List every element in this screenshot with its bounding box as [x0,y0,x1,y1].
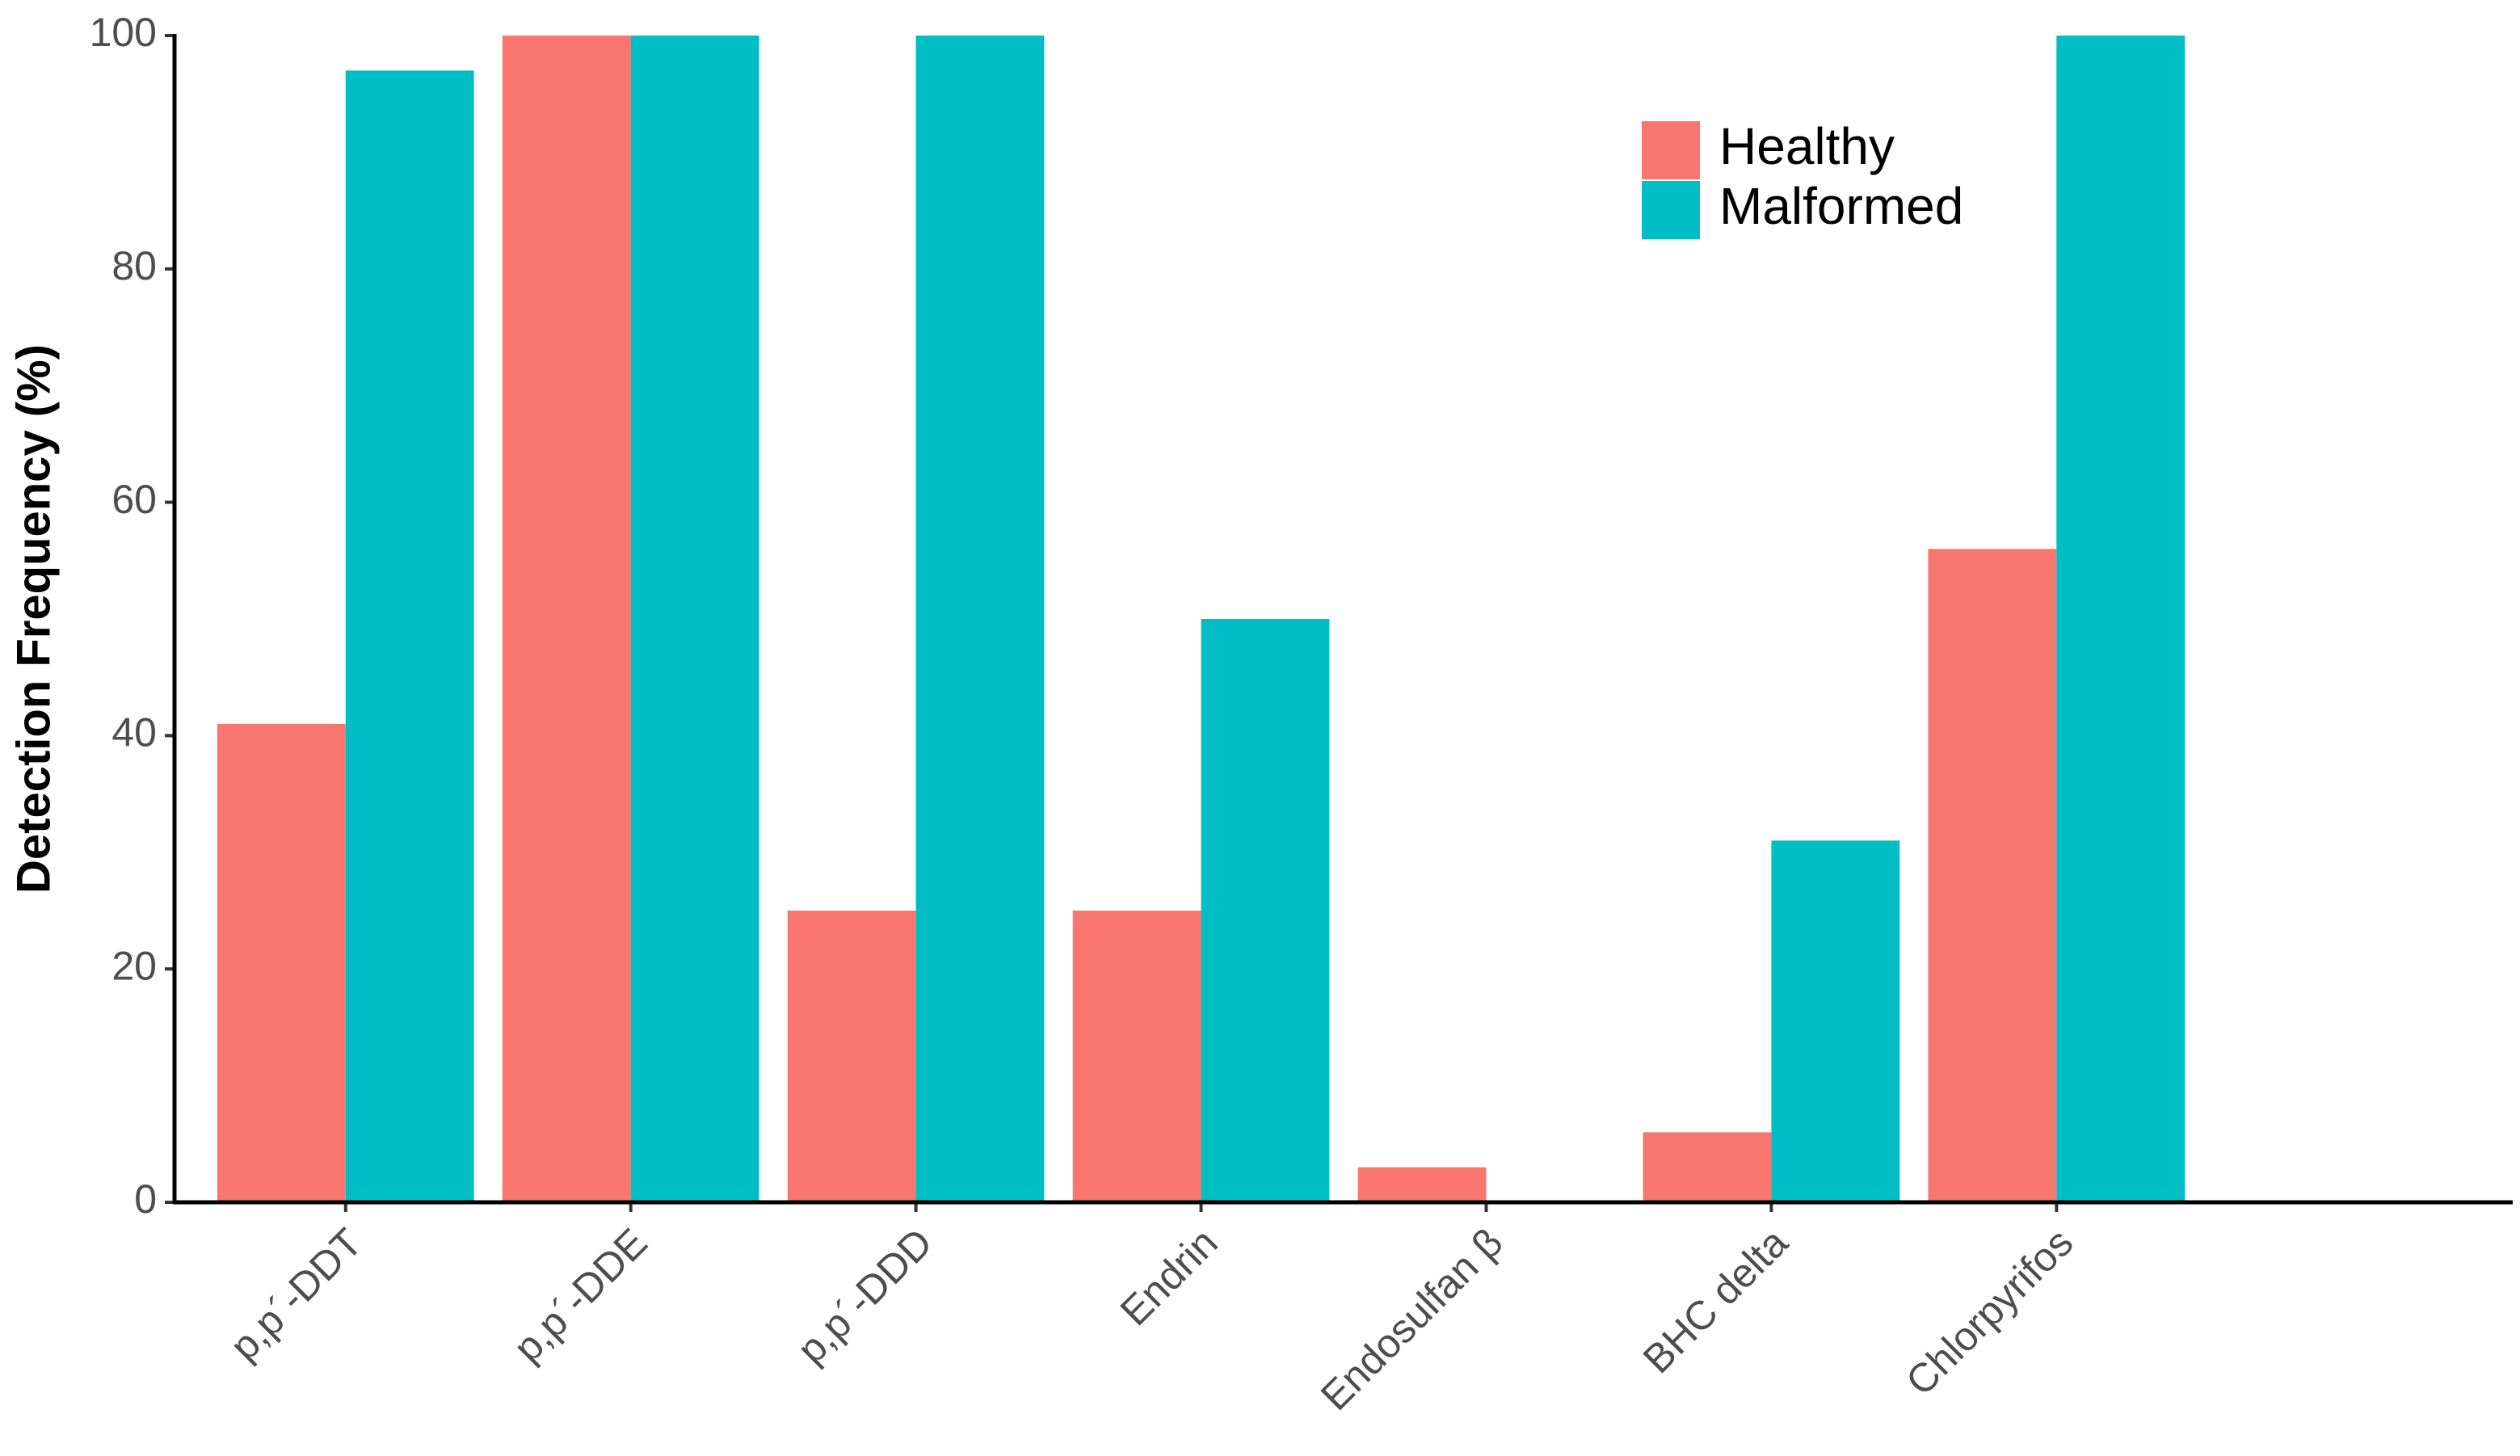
bar [1928,549,2057,1202]
x-tick-label: p,p´-DDT [221,1220,371,1370]
bar [630,36,759,1202]
x-tick-label: p,p´-DDD [789,1220,941,1373]
y-tick-label: 0 [134,1176,157,1222]
y-axis-title: Detection Frequency (%) [7,344,60,894]
legend-label: Malformed [1719,177,1963,235]
x-tick-label: BHC delta [1634,1219,1797,1382]
x-tick-label: Chlorpyrifos [1897,1220,2081,1404]
y-tick-label: 80 [111,243,157,288]
y-tick-label: 100 [90,10,157,55]
legend-label: Healthy [1719,117,1895,175]
bar [217,723,346,1202]
x-tick-label: p,p´-DDE [505,1220,656,1371]
legend-swatch [1642,181,1700,239]
bar [2056,36,2186,1202]
legend-swatch [1642,121,1700,179]
bar [502,36,631,1202]
y-tick-label: 40 [111,710,157,755]
x-tick-label: Endosulfan β [1312,1220,1512,1420]
bar [345,70,474,1203]
bar [1201,619,1330,1202]
bar [1357,1167,1487,1202]
bar [1072,911,1201,1202]
bar [1771,840,1900,1202]
x-tick-label: Endrin [1112,1220,1226,1335]
y-tick-label: 60 [111,477,157,522]
bar [915,36,1045,1202]
y-tick-label: 20 [111,943,157,988]
bar [787,911,916,1202]
bar [1643,1132,1772,1202]
